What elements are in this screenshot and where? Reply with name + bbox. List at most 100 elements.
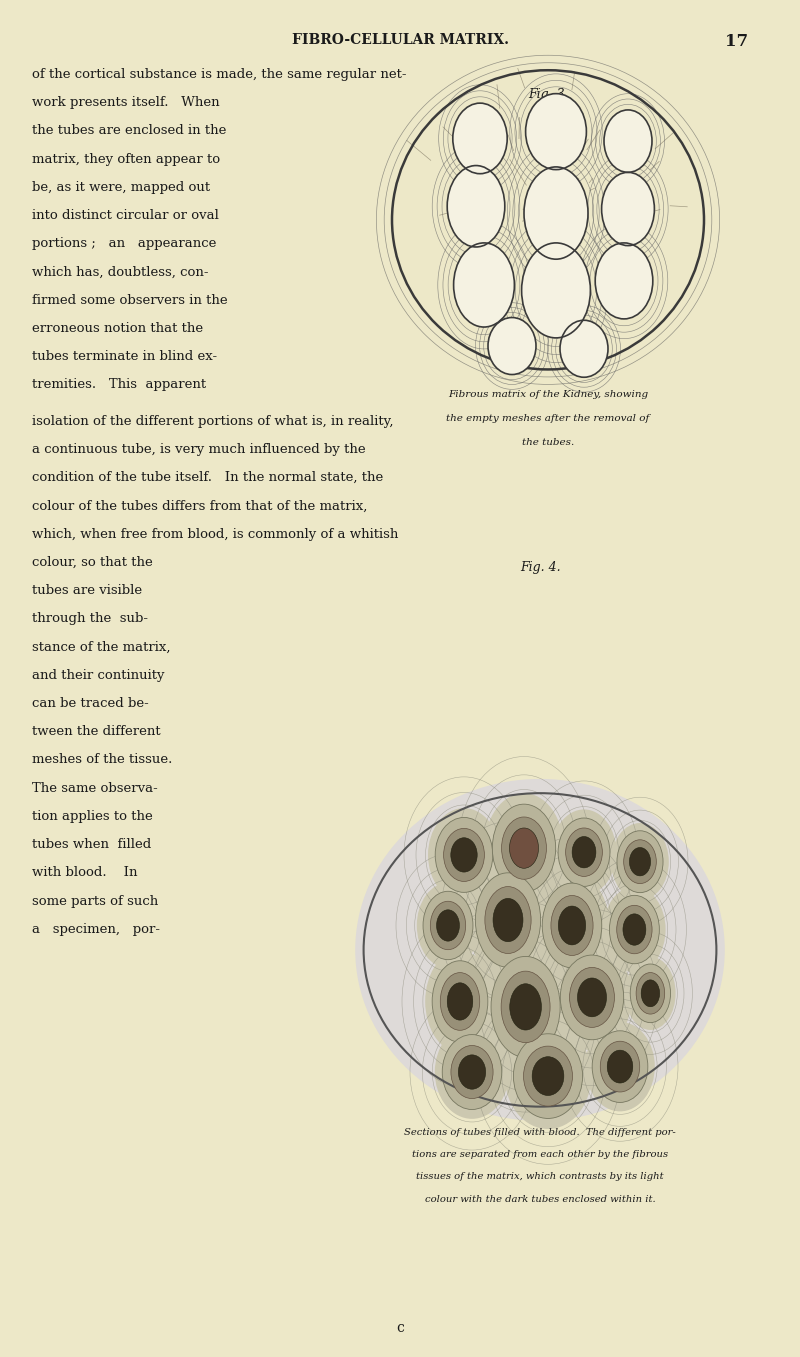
Ellipse shape [451, 837, 477, 873]
Text: colour with the dark tubes enclosed within it.: colour with the dark tubes enclosed with… [425, 1196, 655, 1204]
Text: tween the different: tween the different [32, 725, 161, 738]
Ellipse shape [514, 1034, 582, 1118]
Ellipse shape [570, 968, 614, 1027]
Text: a continuous tube, is very much influenced by the: a continuous tube, is very much influenc… [32, 442, 366, 456]
Text: Fig. 3.: Fig. 3. [528, 88, 568, 100]
Ellipse shape [526, 94, 586, 170]
Ellipse shape [595, 243, 653, 319]
Text: Fig. 4.: Fig. 4. [520, 562, 560, 574]
Ellipse shape [435, 817, 493, 893]
Ellipse shape [447, 982, 473, 1020]
Ellipse shape [523, 1046, 573, 1106]
Ellipse shape [592, 1031, 648, 1102]
Ellipse shape [510, 828, 538, 868]
Text: some parts of such: some parts of such [32, 894, 158, 908]
Ellipse shape [558, 906, 586, 944]
Text: be, as it were, mapped out: be, as it were, mapped out [32, 180, 210, 194]
Text: matrix, they often appear to: matrix, they often appear to [32, 152, 220, 166]
Text: the tubes are enclosed in the: the tubes are enclosed in the [32, 125, 226, 137]
Ellipse shape [611, 822, 669, 901]
Text: stance of the matrix,: stance of the matrix, [32, 641, 170, 654]
Ellipse shape [551, 896, 593, 955]
Text: which, when free from blood, is commonly of a whitish: which, when free from blood, is commonly… [32, 528, 398, 540]
Text: work presents itself.   When: work presents itself. When [32, 96, 220, 109]
Text: Sections of tubes filled with blood.  The different por-: Sections of tubes filled with blood. The… [404, 1128, 676, 1137]
Ellipse shape [485, 886, 531, 954]
Ellipse shape [558, 818, 610, 886]
Ellipse shape [636, 973, 665, 1014]
Ellipse shape [435, 1026, 510, 1118]
Text: colour, so that the: colour, so that the [32, 556, 153, 569]
Ellipse shape [485, 794, 563, 904]
Text: tremities.   This  apparent: tremities. This apparent [32, 379, 206, 391]
Ellipse shape [458, 1054, 486, 1090]
Text: 17: 17 [725, 33, 748, 50]
Text: the tubes.: the tubes. [522, 438, 574, 446]
Text: into distinct circular or oval: into distinct circular or oval [32, 209, 219, 223]
Text: can be traced be-: can be traced be- [32, 697, 149, 710]
Ellipse shape [535, 873, 610, 978]
Ellipse shape [610, 896, 659, 963]
Ellipse shape [630, 963, 670, 1023]
Ellipse shape [442, 1034, 502, 1110]
Text: isolation of the different portions of what is, in reality,: isolation of the different portions of w… [32, 415, 394, 427]
Ellipse shape [510, 984, 542, 1030]
Text: tubes terminate in blind ex-: tubes terminate in blind ex- [32, 350, 217, 364]
Ellipse shape [617, 830, 663, 893]
Text: which has, doubtless, con-: which has, doubtless, con- [32, 266, 209, 278]
Ellipse shape [586, 1022, 654, 1111]
Text: tubes are visible: tubes are visible [32, 584, 142, 597]
Ellipse shape [578, 978, 606, 1016]
Ellipse shape [440, 973, 480, 1030]
Ellipse shape [492, 805, 556, 892]
Ellipse shape [454, 243, 514, 327]
Ellipse shape [432, 961, 488, 1042]
Text: through the  sub-: through the sub- [32, 612, 148, 626]
Ellipse shape [600, 1041, 640, 1092]
Ellipse shape [502, 817, 546, 879]
Text: with blood.    In: with blood. In [32, 866, 138, 879]
Ellipse shape [602, 172, 654, 246]
Ellipse shape [355, 779, 725, 1121]
Ellipse shape [617, 905, 652, 954]
Ellipse shape [623, 913, 646, 946]
Ellipse shape [607, 1050, 633, 1083]
Ellipse shape [566, 828, 602, 877]
Ellipse shape [447, 166, 505, 247]
Ellipse shape [522, 243, 590, 338]
Ellipse shape [444, 828, 485, 882]
Text: firmed some observers in the: firmed some observers in the [32, 293, 228, 307]
Text: the empty meshes after the removal of: the empty meshes after the removal of [446, 414, 650, 423]
Ellipse shape [423, 892, 473, 959]
Ellipse shape [482, 944, 569, 1071]
Ellipse shape [560, 320, 608, 377]
Text: a   specimen,   por-: a specimen, por- [32, 923, 160, 936]
Ellipse shape [388, 66, 708, 373]
Text: erroneous notion that the: erroneous notion that the [32, 322, 203, 335]
Ellipse shape [426, 951, 494, 1053]
Ellipse shape [493, 898, 523, 942]
Ellipse shape [437, 909, 459, 942]
Ellipse shape [417, 883, 479, 969]
Text: tissues of the matrix, which contrasts by its light: tissues of the matrix, which contrasts b… [416, 1172, 664, 1182]
Ellipse shape [552, 809, 617, 896]
Text: tion applies to the: tion applies to the [32, 810, 153, 822]
Ellipse shape [453, 103, 507, 174]
Text: c: c [396, 1322, 404, 1335]
Text: Fibrous matrix of the Kidney, showing: Fibrous matrix of the Kidney, showing [448, 391, 648, 399]
Ellipse shape [524, 167, 588, 259]
Ellipse shape [626, 957, 676, 1030]
Text: condition of the tube itself.   In the normal state, the: condition of the tube itself. In the nor… [32, 471, 383, 484]
Ellipse shape [428, 809, 500, 902]
Ellipse shape [641, 980, 660, 1007]
Ellipse shape [451, 1045, 493, 1099]
Text: of the cortical substance is made, the same regular net-: of the cortical substance is made, the s… [32, 68, 406, 81]
Text: tions are separated from each other by the fibrous: tions are separated from each other by t… [412, 1151, 668, 1159]
Ellipse shape [505, 1023, 591, 1129]
Text: portions ;   an   appearance: portions ; an appearance [32, 237, 216, 250]
Text: colour of the tubes differs from that of the matrix,: colour of the tubes differs from that of… [32, 499, 367, 513]
Ellipse shape [630, 848, 650, 875]
Text: FIBRO-CELLULAR MATRIX.: FIBRO-CELLULAR MATRIX. [291, 33, 509, 46]
Ellipse shape [603, 887, 666, 972]
Ellipse shape [624, 840, 656, 883]
